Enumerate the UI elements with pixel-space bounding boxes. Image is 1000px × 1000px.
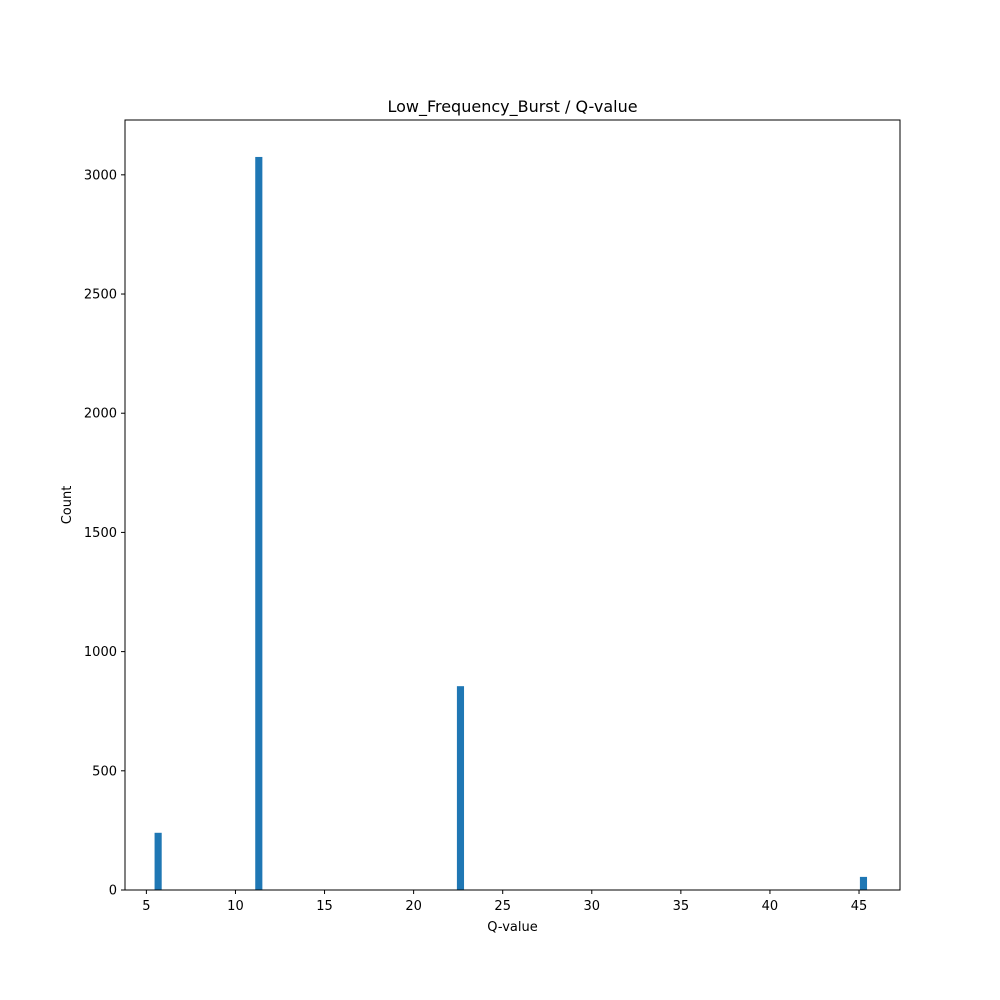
chart-title: Low_Frequency_Burst / Q-value [387,97,637,117]
x-tick-label: 15 [316,899,333,914]
y-axis-ticks: 0 500 1000 1500 2000 2500 3000 [84,168,125,899]
histogram-bar [154,832,162,890]
x-tick-label: 10 [227,899,244,914]
histogram-bar [859,876,868,890]
y-axis-label: Count [60,486,75,525]
histogram-bar [255,156,263,890]
y-tick-label: 2500 [84,288,117,303]
y-tick-label: 500 [92,764,117,779]
x-axis-ticks: 5 10 15 20 25 30 35 40 45 [142,890,867,914]
x-tick-label: 35 [673,899,690,914]
x-tick-label: 20 [405,899,422,914]
histogram-bar [456,686,465,890]
bars-group [154,156,868,890]
x-tick-label: 5 [142,899,150,914]
y-tick-label: 1500 [84,526,117,541]
x-tick-label: 30 [584,899,601,914]
y-tick-label: 2000 [84,407,117,422]
y-tick-label: 0 [109,884,117,899]
y-tick-label: 3000 [84,168,117,183]
y-tick-label: 1000 [84,645,117,660]
plot-area-frame [124,119,901,891]
x-axis-label: Q-value [487,920,537,935]
x-tick-label: 40 [762,899,779,914]
x-tick-label: 45 [851,899,868,914]
x-tick-label: 25 [494,899,511,914]
